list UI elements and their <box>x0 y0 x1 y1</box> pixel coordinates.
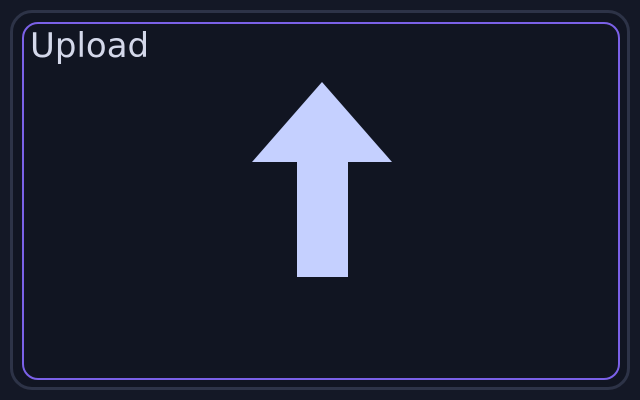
arrow-shaft <box>297 160 348 277</box>
upload-arrow-icon <box>252 82 392 277</box>
upload-button[interactable]: Upload <box>22 22 620 380</box>
upload-label: Upload <box>30 26 150 66</box>
arrow-head <box>252 82 392 162</box>
